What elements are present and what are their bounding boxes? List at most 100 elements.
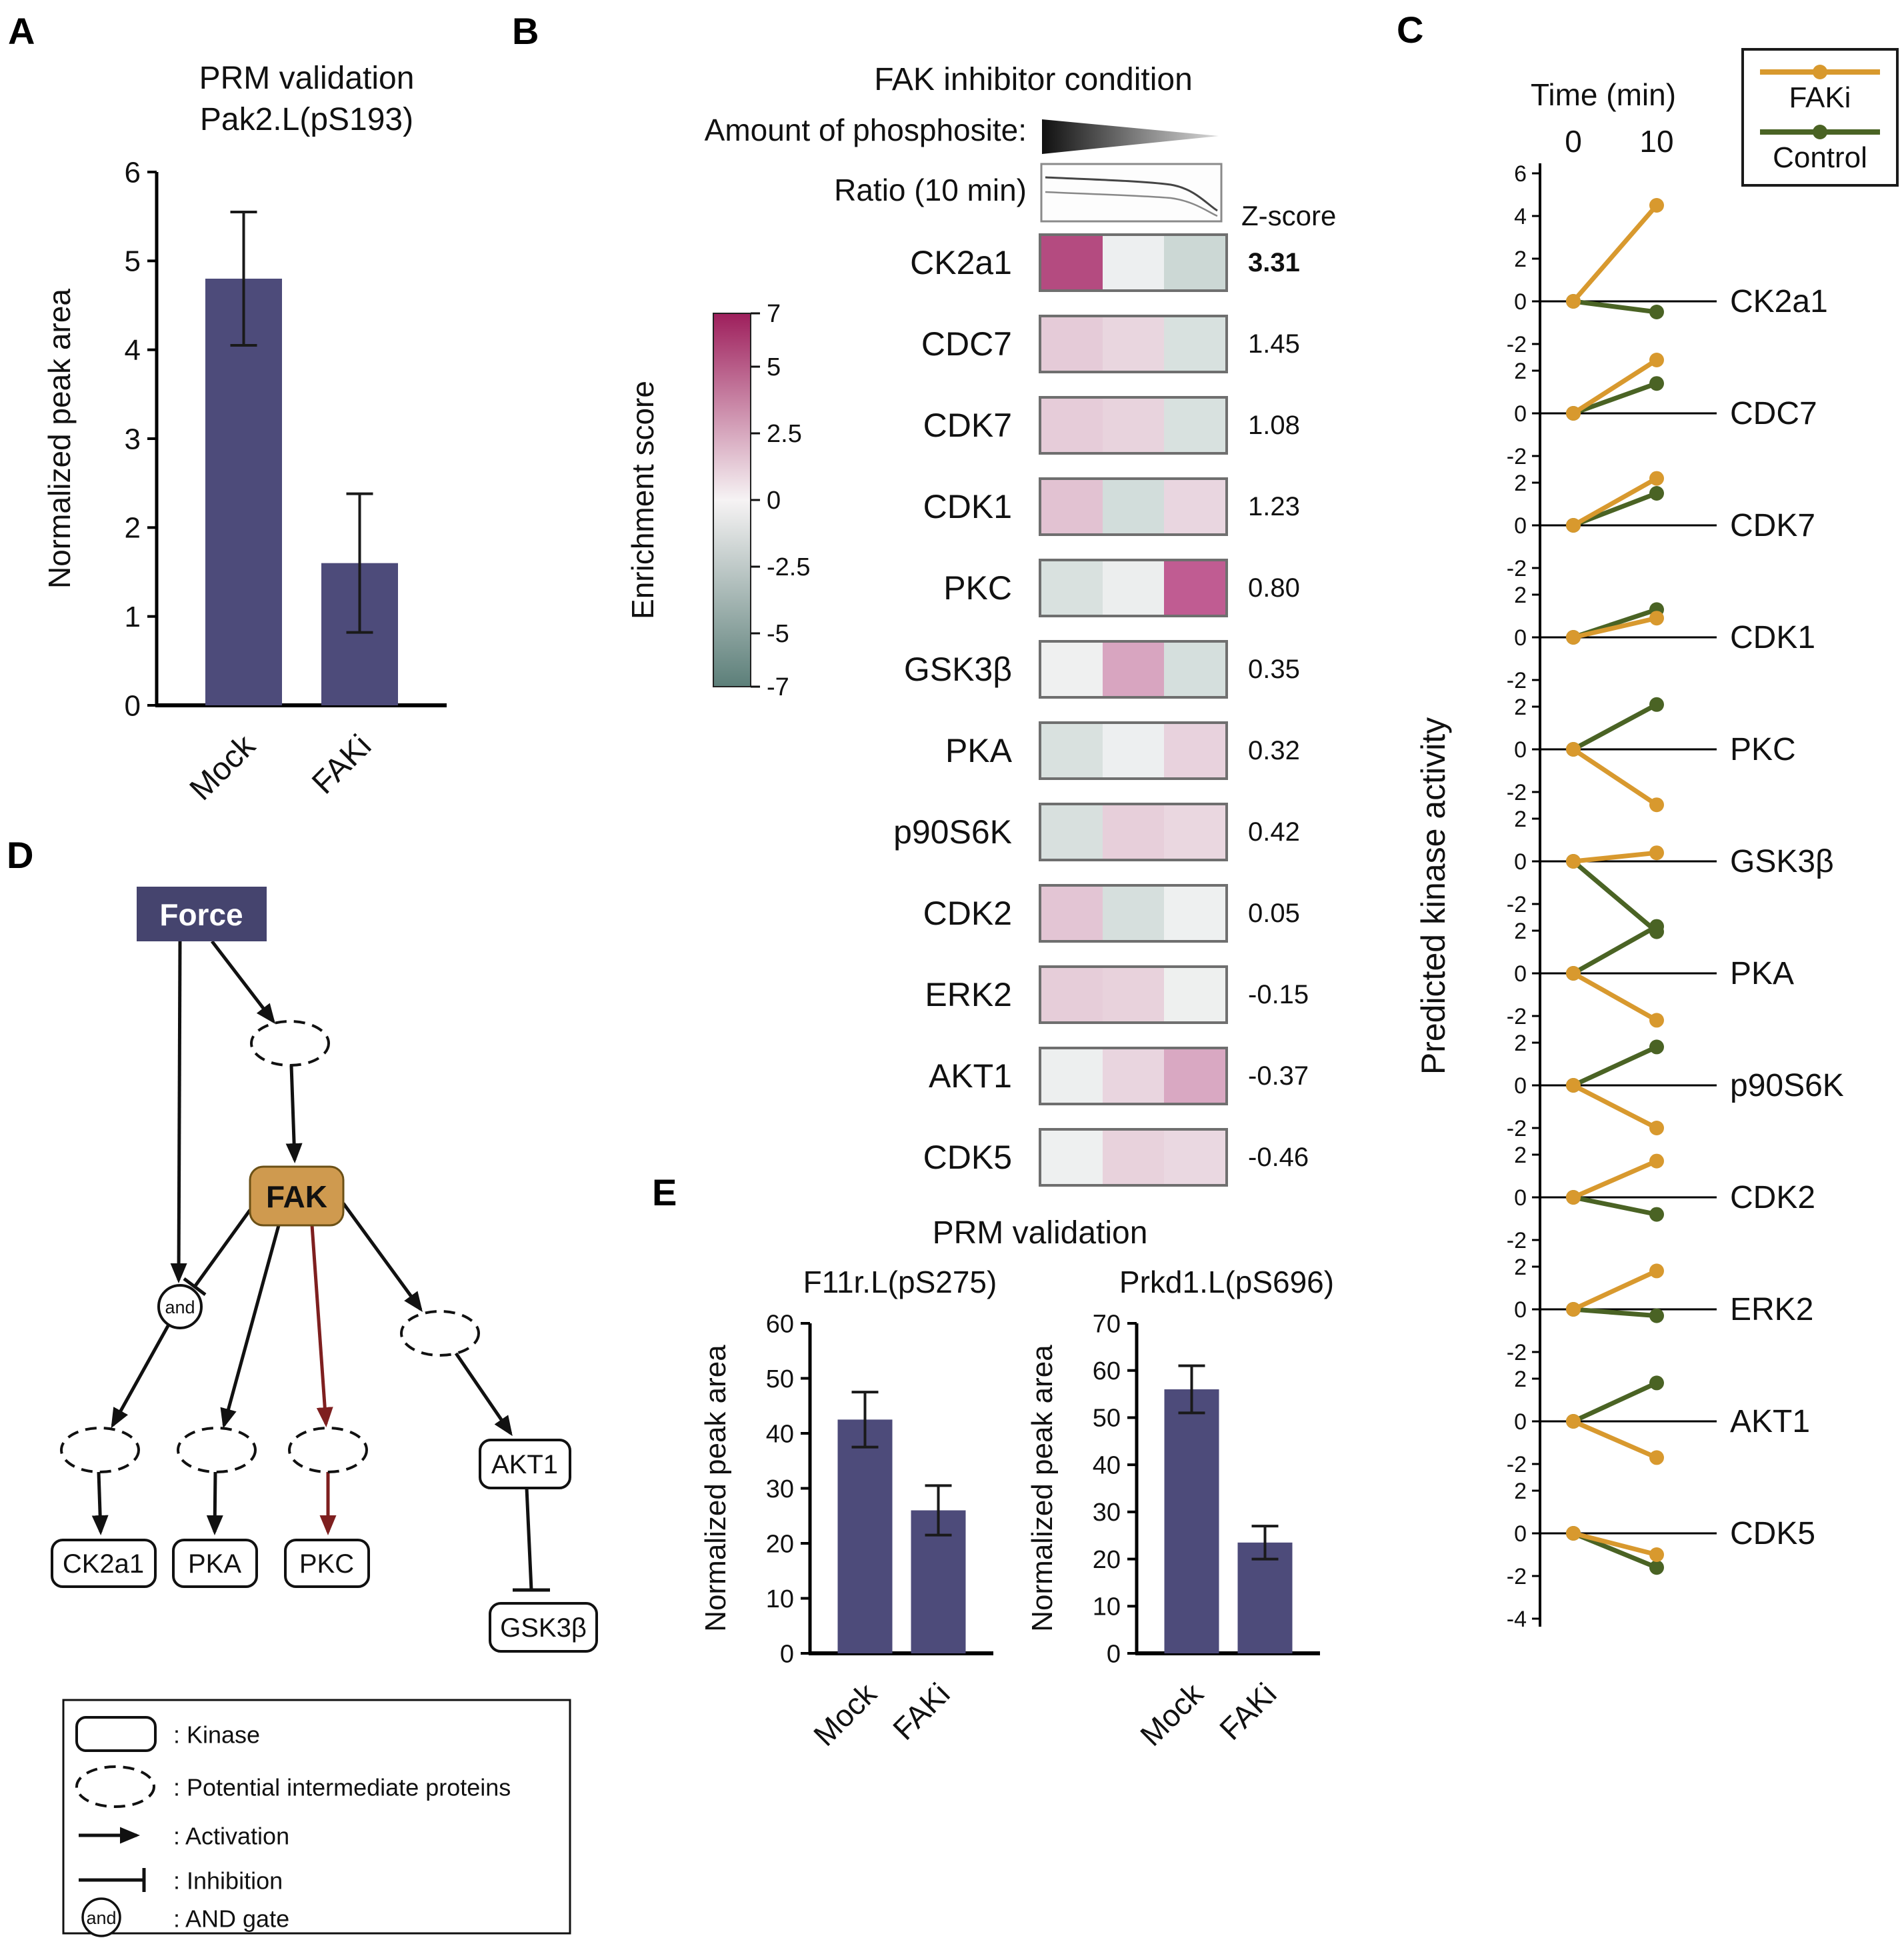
y-tick-label: 50: [1093, 1405, 1121, 1433]
z-score-value-p90S6K: 0.42: [1248, 817, 1300, 847]
faki-line-CDK1: [1573, 615, 1657, 640]
control-dot: [1649, 1308, 1664, 1323]
faki-line-CDC7: [1572, 358, 1658, 415]
intermediate-ellipse: [288, 1427, 368, 1473]
y-tick-label: 5: [125, 245, 141, 278]
kinase-label-CDK7: CDK7: [1730, 508, 1815, 543]
mini-y-tick-label: 2: [1514, 471, 1527, 496]
legend-andgate-symbol-label: and: [86, 1908, 116, 1928]
faki-line-CDK2: [1572, 1159, 1658, 1200]
legend-kinase-symbol: [75, 1716, 157, 1752]
panel-e-bar-chart-prkd1: 0 10 20 30 40 50 60 70 Normalized peak area Mock F…: [1026, 1310, 1320, 1753]
heat-cell: [1041, 805, 1103, 859]
mini-y-tick-label: 2: [1514, 1367, 1527, 1392]
faki-line-PKC: [1572, 747, 1658, 807]
ratio-label: Ratio (10 min): [834, 173, 1027, 207]
akt1-label: AKT1: [491, 1450, 558, 1479]
y-tick-label: 6: [125, 156, 141, 189]
kinase-label-CDK2: CDK2: [1730, 1180, 1815, 1215]
pka-node: [172, 1539, 258, 1588]
faki-dot: [1566, 630, 1581, 645]
gradient-wedge-shape: [1042, 119, 1219, 154]
edge-akt1-inhibits-gsk3b: [525, 1487, 533, 1591]
ck2a1-node: [51, 1539, 157, 1588]
heat-cell: [1041, 968, 1103, 1021]
mini-y-tick-label: -2: [1507, 444, 1527, 469]
mini-y-tick-label: -2: [1507, 1004, 1527, 1029]
heat-cell: [1164, 968, 1225, 1021]
z-score-value-PKC: 0.80: [1248, 573, 1300, 603]
faki-dot: [1649, 1263, 1664, 1279]
legend-andgate-text: : AND gate: [173, 1905, 289, 1933]
phosphosite-gradient-wedge: [1042, 119, 1219, 154]
heat-cell: [1041, 887, 1103, 940]
mini-y-tick-label: 2: [1514, 583, 1527, 608]
panel-c-legend: FAKi Control: [1741, 48, 1899, 187]
z-score-value-CDK5: -0.46: [1248, 1143, 1309, 1172]
mini-y-tick-label: 0: [1514, 401, 1527, 427]
heat-cell: [1103, 1049, 1164, 1103]
z-score-header: Z-score: [1241, 200, 1337, 231]
mini-y-tick-label: 2: [1514, 807, 1527, 832]
y-tick-label: 1: [125, 601, 141, 633]
mini-y-tick-label: -4: [1507, 1607, 1527, 1632]
heatmap-row-CK2a1: [1039, 233, 1228, 292]
control-line-AKT1: [1572, 1381, 1658, 1424]
faki-dot: [1649, 1547, 1664, 1562]
pkc-node: [284, 1539, 370, 1588]
legend-activation-text: : Activation: [173, 1823, 289, 1850]
panel-e-chart1-title: F11r.L(pS275): [803, 1265, 997, 1299]
faki-dot: [1566, 294, 1581, 309]
y-tick-label: 60: [766, 1310, 794, 1338]
akt1-node: [479, 1439, 571, 1489]
bar-faki: [1237, 1542, 1293, 1653]
colorbar-tick-label: -5: [767, 620, 789, 648]
kinase-label-p90S6K: p90S6K: [1730, 1068, 1844, 1103]
heat-cell: [1164, 317, 1225, 371]
y-tick-label: 2: [125, 512, 141, 545]
mini-y-tick-label: -2: [1507, 780, 1527, 805]
z-score-value-CDC7: 1.45: [1248, 329, 1300, 359]
x-category-label: Mock: [1133, 1676, 1210, 1753]
y-tick-label: 50: [766, 1365, 794, 1393]
heat-cell: [1103, 561, 1164, 615]
bar-mock: [205, 279, 282, 705]
ratio-sparkline: [1040, 163, 1223, 223]
and-gate: [157, 1284, 203, 1329]
heat-cell: [1041, 1049, 1103, 1103]
faki-dot: [1566, 854, 1581, 869]
heatmap-row-PKA: [1039, 721, 1228, 780]
heatmap-row-p90S6K: [1039, 803, 1228, 861]
mini-y-tick-label: -2: [1507, 1116, 1527, 1141]
y-tick-label: 0: [125, 689, 141, 722]
heat-cell: [1041, 317, 1103, 371]
heat-cell: [1041, 480, 1103, 533]
faki-line-GSK3β: [1573, 850, 1657, 864]
colorbar-label: Enrichment score: [625, 381, 660, 619]
legend-kinase-text: : Kinase: [173, 1721, 260, 1749]
colorbar-gradient: [713, 313, 751, 687]
edge-fak-to-intermediate-akt1: [341, 1202, 423, 1313]
control-dot: [1649, 919, 1664, 934]
heat-cell: [1164, 1049, 1225, 1103]
heat-cell: [1164, 399, 1225, 452]
z-score-value-CDK7: 1.08: [1248, 411, 1300, 440]
y-tick-label: 40: [1093, 1451, 1121, 1479]
heat-cell: [1103, 724, 1164, 777]
heat-cell: [1041, 399, 1103, 452]
and-gate-label: and: [165, 1297, 195, 1317]
enrichment-colorbar: Enrichment score 7 5 2.5 0 -2.5 -5 -7: [625, 300, 810, 701]
panel-c-line-plots: Time (min) 0 10 6 4 2 0 -2 CK2a1 2 0 -2 CDC7 2 0 -2 CDK7…: [1415, 77, 1844, 1632]
sparkline-curve: [1045, 191, 1218, 217]
heat-cell: [1164, 887, 1225, 940]
heat-kinase-label-p90S6K: p90S6K: [893, 813, 1012, 851]
edge-fak-to-intermediate-pka: [220, 1225, 281, 1429]
heat-kinase-label-CDK2: CDK2: [923, 895, 1012, 932]
gsk3b-label: GSK3β: [500, 1613, 587, 1643]
heatmap-row-AKT1: [1039, 1047, 1228, 1105]
heat-cell: [1041, 724, 1103, 777]
kinase-label-ERK2: ERK2: [1730, 1292, 1813, 1327]
faki-dot: [1566, 1190, 1581, 1205]
y-tick-label: 30: [766, 1475, 794, 1503]
heat-cell: [1103, 317, 1164, 371]
